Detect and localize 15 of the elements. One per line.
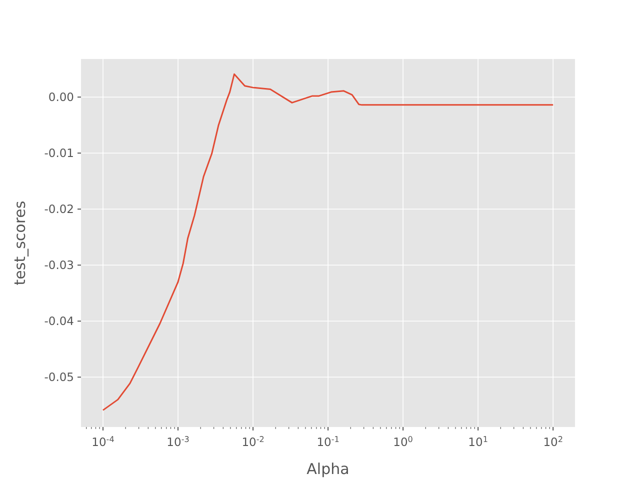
y-tick-label: -0.02 (44, 202, 74, 216)
y-tick-label: -0.01 (44, 146, 74, 160)
y-tick-label: 0.00 (48, 90, 74, 104)
x-tick-label: 10$^{1}$ (468, 434, 488, 449)
y-tick-label: -0.03 (44, 258, 74, 272)
y-tick-label: -0.05 (44, 370, 74, 384)
x-tick-label: 10$^{-1}$ (316, 434, 340, 449)
x-tick-label: 10$^{-2}$ (242, 434, 264, 449)
y-tick-label: -0.04 (44, 314, 74, 328)
x-axis-title: Alpha (306, 460, 350, 478)
x-tick-label: 10$^{-4}$ (92, 434, 114, 449)
x-tick-label: 10$^{-3}$ (166, 434, 190, 449)
y-axis-title: test_scores (11, 200, 29, 286)
x-tick-label: 10$^{2}$ (543, 434, 563, 449)
x-tick-label: 10$^{0}$ (393, 434, 413, 449)
